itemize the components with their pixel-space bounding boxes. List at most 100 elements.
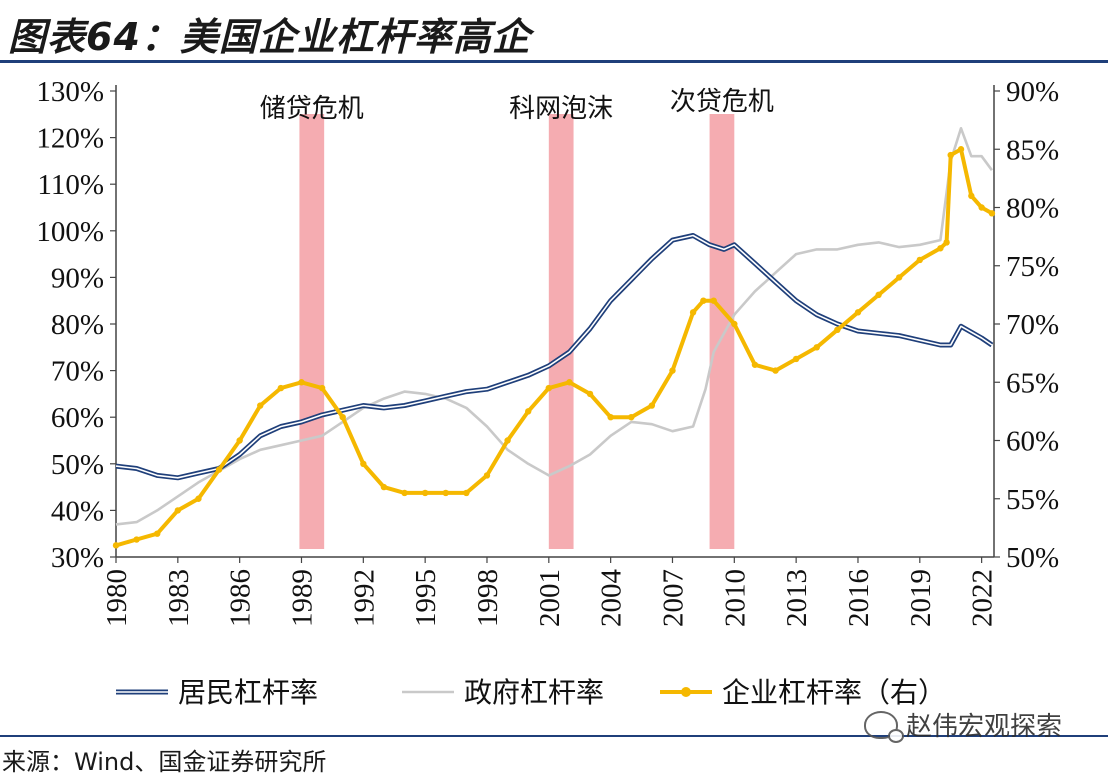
y-left-tick-label: 130% — [36, 76, 104, 108]
x-tick-label: 1995 — [410, 569, 442, 627]
series-point-corporate — [463, 489, 470, 497]
series-point-corporate — [421, 489, 429, 497]
series-point-corporate — [988, 210, 996, 217]
y-right-tick-label: 80% — [1006, 193, 1059, 225]
series-point-corporate — [607, 414, 614, 421]
series-point-corporate — [401, 489, 408, 497]
series-point-corporate — [957, 146, 965, 153]
series-point-corporate — [648, 402, 656, 409]
footer-divider — [0, 735, 1108, 737]
title-divider — [0, 60, 1108, 63]
x-tick-label: 1980 — [101, 569, 133, 627]
crisis-band — [299, 114, 325, 549]
y-left-tick-label: 110% — [37, 169, 104, 201]
series-point-corporate — [112, 542, 120, 549]
series-point-corporate — [875, 291, 882, 299]
series-point-corporate — [360, 460, 367, 467]
series-point-corporate — [937, 245, 944, 252]
series-line-government — [115, 127, 993, 526]
series-point-corporate — [916, 256, 924, 264]
y-right-tick-label: 50% — [1006, 542, 1059, 574]
y-left-tick-label: 60% — [51, 402, 104, 434]
y-right-tick-label: 65% — [1006, 367, 1059, 399]
series-point-corporate — [525, 408, 532, 415]
series-point-corporate — [792, 355, 800, 363]
series-point-corporate — [545, 384, 553, 392]
page-title: 图表64：美国企业杠杆率高企 — [8, 15, 531, 59]
x-tick-label: 1992 — [348, 569, 380, 627]
series-point-corporate — [978, 204, 985, 211]
series-point-corporate — [854, 309, 862, 316]
y-right-tick-label: 85% — [1006, 134, 1059, 166]
crisis-label: 次贷危机 — [670, 87, 774, 116]
series-point-corporate — [277, 384, 285, 392]
y-left-tick-label: 120% — [36, 123, 104, 155]
series-point-corporate — [195, 495, 202, 502]
series-point-corporate — [298, 379, 305, 386]
series-point-corporate — [566, 379, 573, 386]
series-point-corporate — [586, 390, 594, 398]
leverage-chart: 储贷危机 科网泡沫 次贷危机 30% 40% 50% 60% 70% 80% 90% 100% 11… — [36, 76, 1059, 709]
x-tick-label: 1983 — [163, 569, 195, 627]
wechat-icon — [864, 710, 904, 743]
series-point-corporate — [236, 437, 243, 444]
y-left-tick-label: 50% — [51, 449, 104, 481]
series-point-corporate — [700, 297, 707, 304]
y-right-tick-label: 90% — [1006, 76, 1059, 108]
crisis-band — [548, 114, 574, 549]
series-point-corporate — [318, 384, 326, 392]
legend-label: 企业杠杆率（右） — [722, 677, 946, 709]
x-tick-label: 2019 — [905, 569, 937, 627]
y-right-tick-label: 70% — [1006, 309, 1059, 341]
series-point-corporate — [154, 530, 161, 537]
y-left-tick-label: 70% — [51, 356, 104, 388]
y-left-tick-label: 80% — [51, 309, 104, 341]
source-note: 来源：Wind、国金证券研究所 — [2, 748, 327, 776]
series-point-corporate — [947, 151, 954, 159]
x-tick-label: 2022 — [967, 569, 999, 627]
series-line-household-inner — [115, 234, 993, 479]
series-point-corporate — [442, 489, 449, 497]
series-point-corporate — [339, 414, 346, 421]
series-point-corporate — [174, 507, 182, 514]
series-point-corporate — [968, 192, 975, 200]
series-point-corporate — [834, 326, 841, 334]
x-tick-label: 2004 — [596, 569, 628, 628]
y-right-tick-label: 60% — [1006, 426, 1059, 458]
y-right-tick-label: 55% — [1006, 484, 1059, 516]
series-point-corporate — [215, 466, 223, 473]
crisis-label: 科网泡沫 — [509, 94, 613, 123]
watermark: 赵伟宏观探索 — [864, 706, 1062, 743]
series-point-corporate — [710, 297, 717, 304]
legend-label: 居民杠杆率 — [178, 677, 318, 709]
series-point-corporate — [895, 274, 903, 281]
crisis-band — [709, 114, 735, 549]
y-left-tick-label: 40% — [51, 495, 104, 527]
x-tick-label: 1998 — [472, 569, 504, 627]
y-left-tick-label: 30% — [51, 542, 104, 574]
x-tick-label: 2001 — [534, 569, 566, 627]
series-point-corporate — [380, 483, 388, 491]
series-point-corporate — [731, 320, 738, 328]
x-tick-label: 2010 — [719, 569, 751, 627]
series-point-corporate — [504, 437, 511, 444]
y-left-tick-label: 90% — [51, 262, 104, 294]
legend-marker-corporate — [681, 687, 691, 697]
series-point-corporate — [813, 344, 820, 351]
series-point-corporate — [133, 536, 140, 543]
x-tick-label: 2016 — [843, 569, 875, 627]
series-line-corporate — [115, 147, 993, 548]
series-point-corporate — [689, 309, 697, 316]
y-right-tick-label: 75% — [1006, 251, 1059, 283]
x-tick-label: 1986 — [225, 569, 257, 627]
x-tick-label: 2007 — [657, 569, 689, 627]
x-tick-label: 1989 — [286, 569, 318, 627]
series-point-corporate — [628, 414, 635, 421]
series-point-corporate — [483, 472, 491, 479]
watermark-text: 赵伟宏观探索 — [906, 712, 1063, 742]
series-point-corporate — [257, 402, 264, 409]
y-left-tick-label: 100% — [36, 216, 104, 248]
series-point-corporate — [943, 239, 950, 246]
series-point-corporate — [772, 367, 779, 374]
x-tick-label: 2013 — [781, 569, 813, 627]
